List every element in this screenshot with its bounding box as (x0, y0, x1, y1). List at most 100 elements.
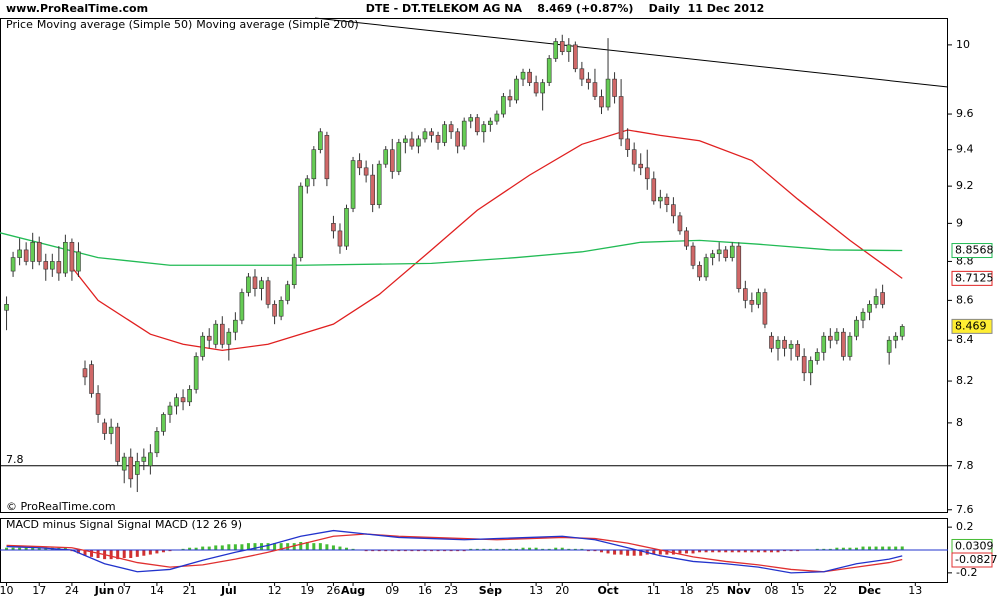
candle-body (82, 368, 88, 378)
x-tick-label: Sep (479, 584, 502, 597)
candle-body (396, 142, 402, 172)
candle-body (148, 452, 153, 467)
histogram-bar (142, 550, 146, 556)
candle-body (697, 264, 702, 278)
series-line (6, 529, 903, 574)
histogram-bar (724, 550, 728, 553)
y-tick-label: 10 (956, 38, 970, 51)
x-tick-label: 10 (0, 584, 14, 597)
y-tick-label: 8 (956, 416, 963, 429)
histogram-bar (573, 548, 577, 550)
candle-body (540, 82, 545, 94)
value-box-label: 8.7125 (955, 271, 994, 284)
histogram-bar (887, 546, 891, 550)
histogram-bar (684, 550, 688, 554)
candle-body (174, 397, 179, 407)
histogram-bar (148, 550, 152, 555)
histogram-bar (514, 548, 518, 550)
candle-body (573, 44, 578, 70)
value-box (951, 243, 993, 259)
candle-body (337, 230, 343, 247)
histogram-bar (416, 550, 420, 552)
histogram-bar (763, 550, 767, 553)
candle-body (507, 96, 513, 101)
x-tick-label: 11 (647, 584, 661, 597)
candle-body (102, 422, 107, 434)
value-box-label: -0.0827 (955, 553, 997, 566)
histogram-bar (841, 547, 845, 550)
candle-body (461, 120, 467, 147)
histogram-bar (711, 550, 715, 553)
candle-body (448, 124, 454, 133)
value-box-label: 0.0309 (955, 539, 994, 552)
candle-body (363, 167, 369, 176)
histogram-bar (246, 543, 250, 550)
x-tick-label: 07 (117, 584, 131, 597)
histogram-bar (534, 547, 538, 550)
candle-body (403, 138, 408, 143)
histogram-bar (44, 547, 48, 550)
histogram-bar (567, 548, 571, 550)
histogram-bar (874, 546, 878, 550)
histogram-bar (822, 548, 826, 550)
value-box-label: 8.469 (955, 319, 987, 332)
x-tick-label: 17 (32, 584, 46, 597)
histogram-bar (135, 550, 139, 557)
candle-body (435, 135, 441, 143)
histogram-bar (292, 543, 296, 550)
legend-entry: Moving average (Simple 200) (196, 18, 358, 31)
candle-body (187, 389, 192, 403)
histogram-bar (456, 550, 460, 552)
histogram-bar (351, 548, 355, 550)
candle-body (769, 335, 774, 349)
histogram-bar (769, 550, 773, 553)
y-tick-label: 8.2 (956, 374, 974, 387)
histogram-bar (397, 550, 401, 552)
histogram-bar (730, 550, 734, 553)
histogram-bar (423, 550, 427, 552)
histogram-bar (116, 550, 120, 560)
candle-body (501, 96, 506, 115)
histogram-bar (371, 550, 375, 552)
candle-body (553, 41, 559, 59)
candle-body (331, 223, 336, 232)
candle-body (847, 335, 853, 357)
candle-body (304, 178, 310, 187)
candle-body (233, 319, 238, 333)
candle-body (880, 292, 885, 305)
candle-body (213, 323, 219, 345)
histogram-bar (201, 546, 205, 550)
candle-body (272, 304, 277, 317)
candle-body (4, 304, 9, 311)
candle-body (154, 431, 160, 454)
x-tick-label: 22 (823, 584, 837, 597)
candle-body (167, 405, 173, 415)
histogram-bar (632, 550, 636, 556)
site-name: www.ProRealTime.com (6, 2, 148, 15)
histogram-bar (776, 550, 780, 553)
candle-body (644, 167, 650, 180)
histogram-bar (783, 550, 787, 552)
candle-body (259, 280, 264, 289)
x-tick-label: 15 (791, 584, 805, 597)
histogram-bar (658, 550, 662, 555)
value-box (951, 318, 993, 334)
candle-body (409, 138, 415, 147)
candle-body (95, 393, 101, 415)
candle-body (664, 196, 670, 205)
histogram-bar (626, 550, 630, 556)
histogram-bar (318, 543, 322, 550)
histogram-bar (482, 548, 486, 550)
histogram-bar (678, 550, 682, 554)
histogram-bar (580, 548, 584, 550)
candle-body (318, 131, 323, 151)
histogram-bar (508, 548, 512, 550)
candle-body (239, 292, 245, 321)
histogram-bar (390, 550, 394, 552)
histogram-bar (881, 546, 885, 550)
candle-body (180, 397, 186, 403)
candle-body (736, 245, 742, 289)
histogram-bar (364, 550, 368, 552)
candle-body (828, 335, 833, 341)
candle-body (10, 257, 16, 272)
